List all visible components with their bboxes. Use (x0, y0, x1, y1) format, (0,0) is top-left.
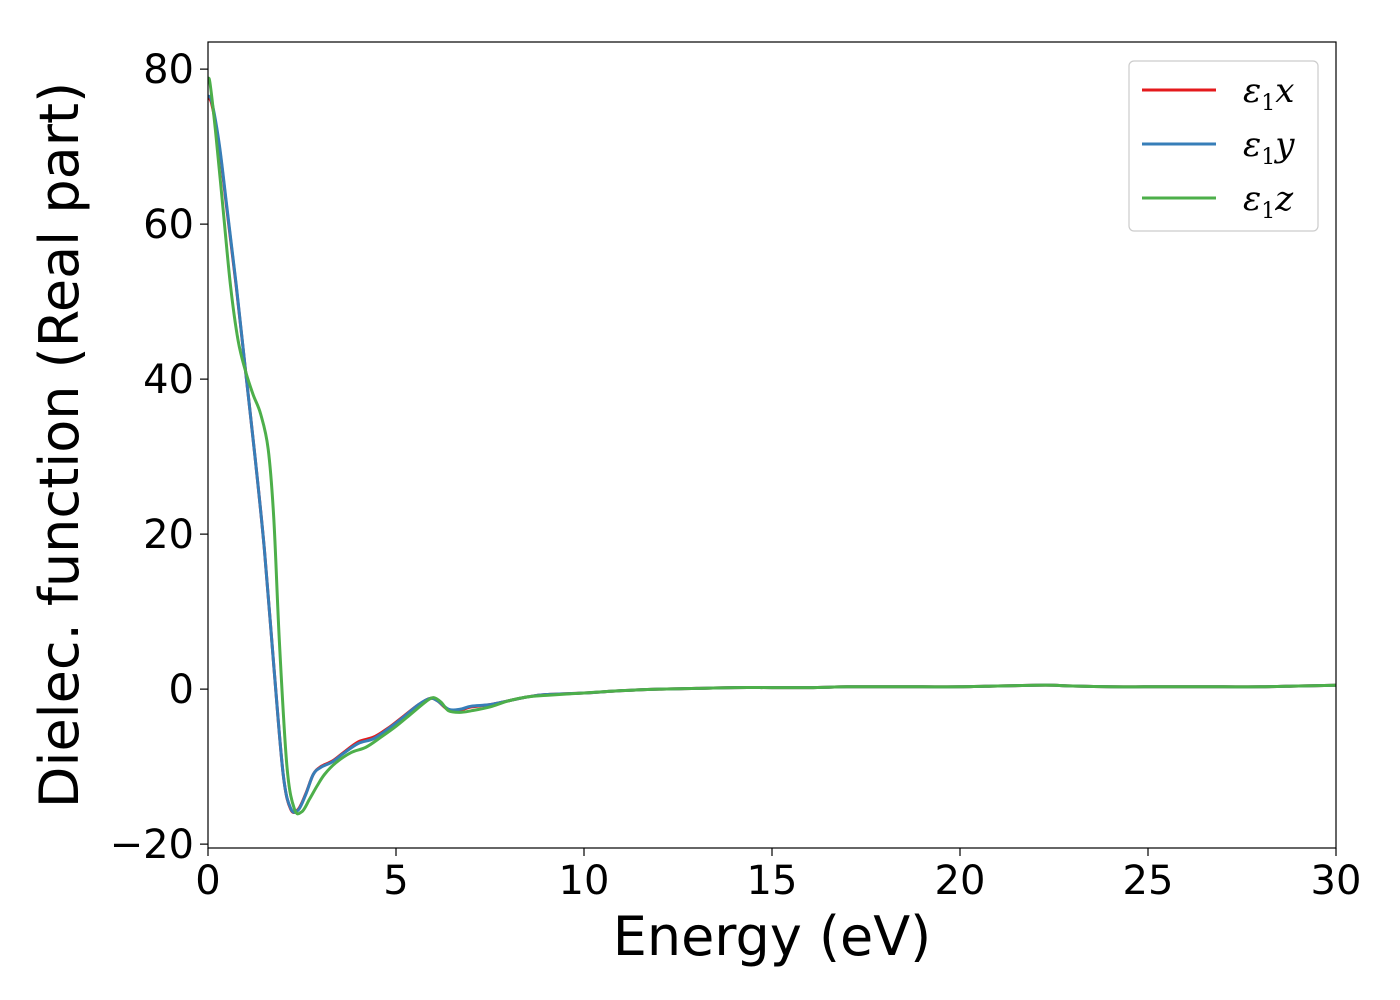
x-tick-label: 5 (383, 858, 408, 904)
y-axis-title: Dielec. function (Real part) (28, 82, 91, 808)
y-tick-label: 20 (143, 512, 194, 558)
series-line-z (208, 76, 1336, 816)
x-tick-label: 15 (747, 858, 798, 904)
y-tick-label: 40 (143, 357, 194, 403)
y-tick-label: −20 (110, 822, 194, 868)
x-axis-ticks: 0 5 10 15 20 25 30 (195, 848, 1361, 904)
legend: ε1x ε1y ε1z (1128, 60, 1319, 232)
y-tick-label: 0 (169, 667, 194, 713)
legend-label-y: ε1y (1243, 125, 1295, 170)
x-tick-label: 30 (1311, 858, 1362, 904)
legend-label-z: ε1z (1243, 179, 1294, 224)
legend-label-x: ε1x (1243, 71, 1294, 116)
series-layer (208, 76, 1336, 816)
x-tick-label: 25 (1123, 858, 1174, 904)
y-tick-label: 80 (143, 47, 194, 93)
x-axis-title: Energy (eV) (613, 905, 932, 968)
y-axis-ticks: −20 0 20 40 60 80 (110, 47, 208, 868)
x-tick-label: 20 (935, 858, 986, 904)
x-tick-label: 10 (559, 858, 610, 904)
legend-box (1128, 60, 1319, 232)
x-tick-label: 0 (195, 858, 220, 904)
y-tick-label: 60 (143, 202, 194, 248)
